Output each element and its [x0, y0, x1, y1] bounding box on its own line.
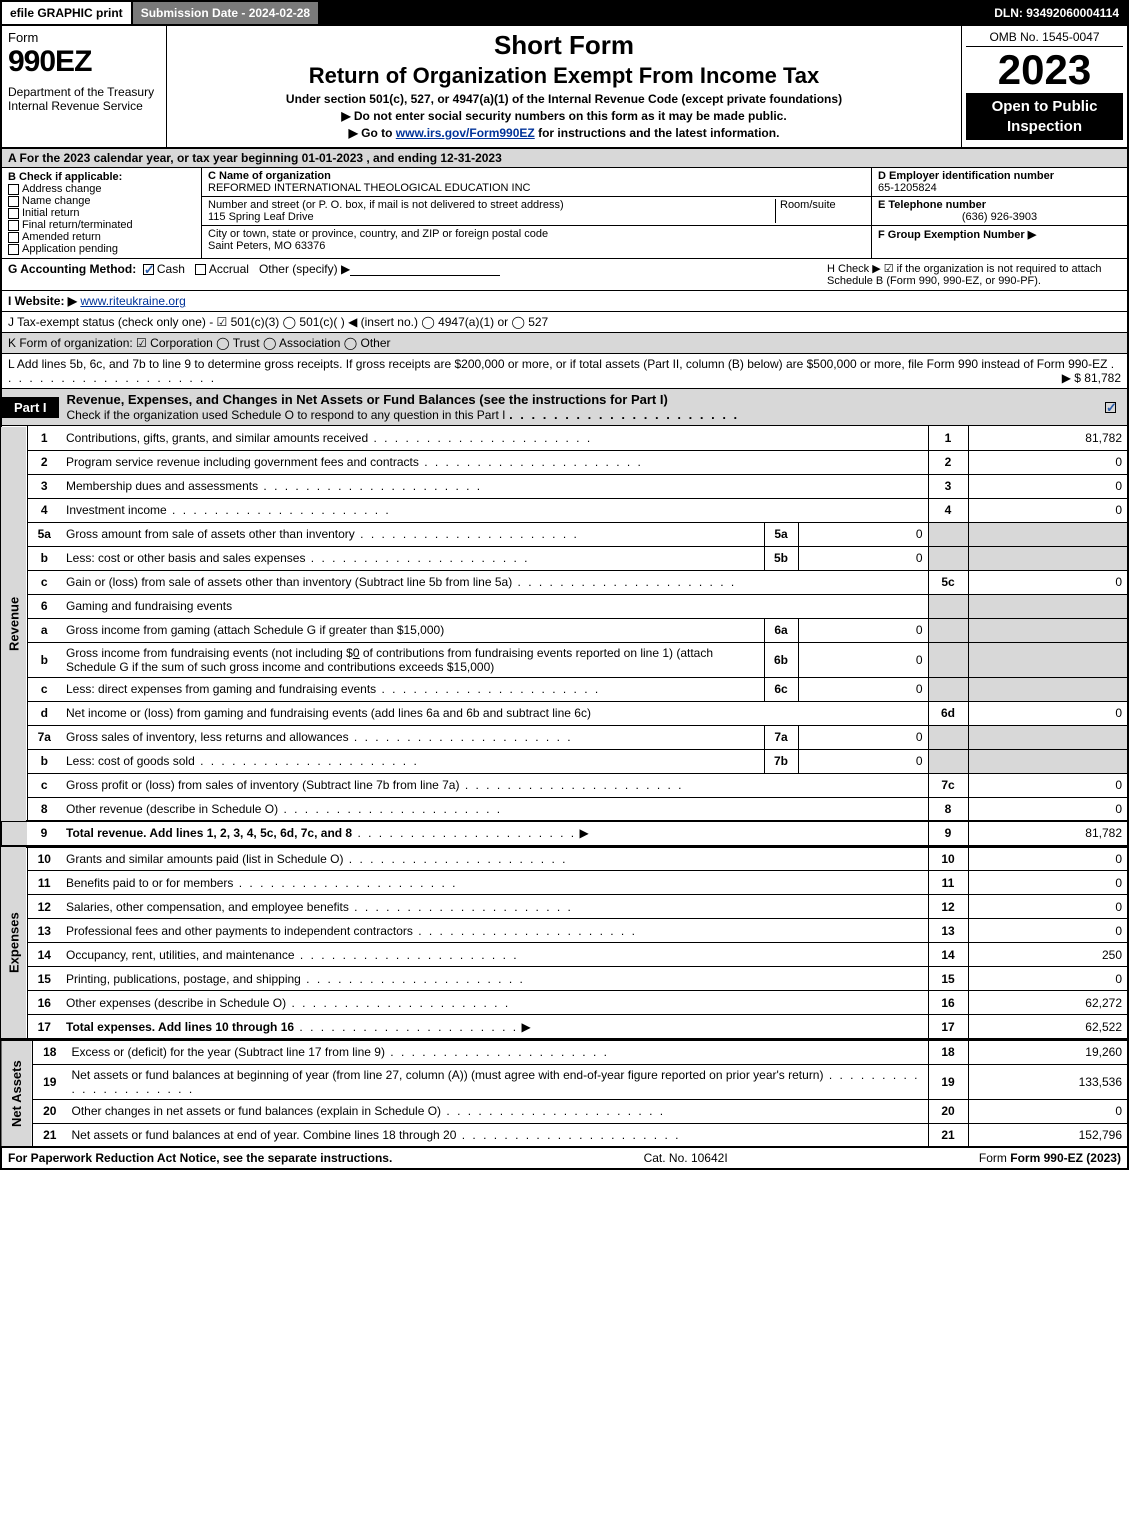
other-specify-input[interactable]: [350, 275, 500, 276]
sidetab-netassets: Net Assets: [1, 1040, 33, 1147]
line18-val: 19,260: [968, 1040, 1128, 1064]
submission-date: Submission Date - 2024-02-28: [133, 2, 320, 24]
line13-val: 0: [968, 919, 1128, 943]
subtitle: Return of Organization Exempt From Incom…: [173, 63, 955, 89]
line14-val: 250: [968, 943, 1128, 967]
check-initial-return[interactable]: [8, 208, 19, 219]
line5c-val: 0: [968, 570, 1128, 594]
line6c-boxval: 0: [798, 677, 928, 701]
street-address: 115 Spring Leaf Drive: [208, 211, 775, 223]
line-l: L Add lines 5b, 6c, and 7b to line 9 to …: [0, 354, 1129, 389]
gross-receipts: ▶ $ 81,782: [1062, 371, 1121, 385]
line5a-boxval: 0: [798, 522, 928, 546]
sidetab-revenue: Revenue: [1, 426, 27, 821]
city-state-zip: Saint Peters, MO 63376: [208, 240, 865, 252]
line6b-boxval: 0: [798, 642, 928, 677]
line4-val: 0: [968, 498, 1128, 522]
line8-val: 0: [968, 797, 1128, 821]
line-k: K Form of organization: ☑ Corporation ◯ …: [0, 333, 1129, 354]
footer-catno: Cat. No. 10642I: [644, 1151, 728, 1165]
page-footer: For Paperwork Reduction Act Notice, see …: [0, 1148, 1129, 1170]
line17-val: 62,522: [968, 1015, 1128, 1039]
line-h: H Check ▶ ☑ if the organization is not r…: [821, 262, 1121, 287]
omb-number: OMB No. 1545-0047: [966, 30, 1123, 47]
net-assets-table: Net Assets 18Excess or (deficit) for the…: [0, 1039, 1129, 1148]
line-a: A For the 2023 calendar year, or tax yea…: [0, 149, 1129, 168]
part1-schedule-o-check[interactable]: [1105, 402, 1116, 413]
expenses-table: Expenses 10Grants and similar amounts pa…: [0, 846, 1129, 1040]
line-j: J Tax-exempt status (check only one) - ☑…: [0, 312, 1129, 333]
form-number: 990EZ: [8, 45, 160, 79]
form-header: Form 990EZ Department of the Treasury In…: [0, 26, 1129, 149]
line15-val: 0: [968, 967, 1128, 991]
check-accrual[interactable]: [195, 264, 206, 275]
efile-label[interactable]: efile GRAPHIC print: [2, 2, 133, 24]
line3-val: 0: [968, 474, 1128, 498]
check-address-change[interactable]: [8, 184, 19, 195]
line10-val: 0: [968, 847, 1128, 871]
col-b: B Check if applicable: Address change Na…: [2, 168, 202, 258]
col-def: D Employer identification number 65-1205…: [872, 168, 1127, 258]
telephone-value: (636) 926-3903: [878, 211, 1121, 223]
line11-val: 0: [968, 871, 1128, 895]
part1-label: Part I: [2, 397, 59, 418]
col-c: C Name of organization REFORMED INTERNAT…: [202, 168, 872, 258]
line7a-boxval: 0: [798, 725, 928, 749]
line6a-boxval: 0: [798, 618, 928, 642]
inspection-badge: Open to Public Inspection: [966, 93, 1123, 140]
form-word: Form: [8, 30, 160, 45]
group-exemption-label: F Group Exemption Number ▶: [878, 229, 1036, 241]
footer-right: Form Form 990-EZ (2023): [979, 1151, 1121, 1165]
tax-year: 2023: [966, 49, 1123, 91]
header-left: Form 990EZ Department of the Treasury In…: [2, 26, 167, 147]
top-spacer: [320, 2, 986, 24]
irs-link[interactable]: www.irs.gov/Form990EZ: [396, 126, 535, 140]
note-ssn: ▶ Do not enter social security numbers o…: [173, 109, 955, 123]
line16-val: 62,272: [968, 991, 1128, 1015]
check-final-return[interactable]: [8, 220, 19, 231]
line-i: I Website: ▶ www.riteukraine.org: [0, 291, 1129, 312]
check-amended-return[interactable]: [8, 232, 19, 243]
check-application-pending[interactable]: [8, 244, 19, 255]
check-cash[interactable]: [143, 264, 154, 275]
line21-val: 152,796: [968, 1123, 1128, 1147]
section-b-to-f: B Check if applicable: Address change Na…: [0, 168, 1129, 259]
part1-header: Part I Revenue, Expenses, and Changes in…: [0, 389, 1129, 426]
under-section: Under section 501(c), 527, or 4947(a)(1)…: [173, 92, 955, 106]
line-g-h: G Accounting Method: Cash Accrual Other …: [0, 259, 1129, 291]
footer-left: For Paperwork Reduction Act Notice, see …: [8, 1151, 392, 1165]
line20-val: 0: [968, 1099, 1128, 1123]
ein-value: 65-1205824: [878, 182, 1121, 194]
org-name: REFORMED INTERNATIONAL THEOLOGICAL EDUCA…: [208, 182, 865, 194]
website-link[interactable]: www.riteukraine.org: [80, 294, 185, 308]
line1-val: 81,782: [968, 426, 1128, 450]
line19-val: 133,536: [968, 1064, 1128, 1099]
line5b-boxval: 0: [798, 546, 928, 570]
line6d-val: 0: [968, 701, 1128, 725]
sidetab-expenses: Expenses: [1, 847, 27, 1039]
header-center: Short Form Return of Organization Exempt…: [167, 26, 962, 147]
dln-label: DLN: 93492060004114: [986, 2, 1127, 24]
line12-val: 0: [968, 895, 1128, 919]
line7b-boxval: 0: [798, 749, 928, 773]
room-suite: Room/suite: [775, 199, 865, 223]
line9-val: 81,782: [968, 821, 1128, 845]
dept-label: Department of the Treasury Internal Reve…: [8, 85, 160, 113]
line2-val: 0: [968, 450, 1128, 474]
title: Short Form: [173, 30, 955, 61]
check-name-change[interactable]: [8, 196, 19, 207]
revenue-table: Revenue 1Contributions, gifts, grants, a…: [0, 426, 1129, 846]
header-right: OMB No. 1545-0047 2023 Open to Public In…: [962, 26, 1127, 147]
line7c-val: 0: [968, 773, 1128, 797]
top-bar: efile GRAPHIC print Submission Date - 20…: [0, 0, 1129, 26]
note-goto: ▶ Go to www.irs.gov/Form990EZ for instru…: [173, 126, 955, 140]
